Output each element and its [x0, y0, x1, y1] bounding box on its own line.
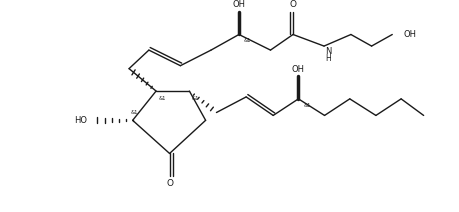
Text: O: O: [290, 0, 297, 9]
Text: &1: &1: [303, 103, 311, 107]
Text: &1: &1: [158, 96, 166, 100]
Text: OH: OH: [232, 0, 246, 9]
Text: N: N: [325, 46, 331, 56]
Text: &1: &1: [244, 38, 252, 43]
Text: O: O: [166, 179, 173, 188]
Text: &1: &1: [191, 96, 199, 100]
Text: &1: &1: [130, 110, 138, 115]
Text: OH: OH: [292, 65, 305, 74]
Text: H: H: [325, 54, 331, 63]
Text: OH: OH: [404, 30, 417, 39]
Text: HO: HO: [74, 116, 87, 125]
